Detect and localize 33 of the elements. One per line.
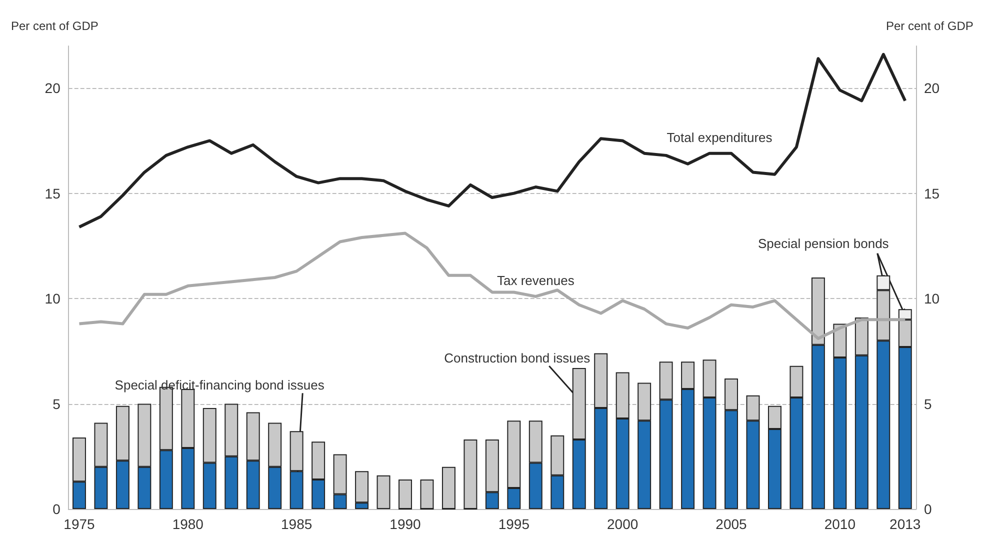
line-series <box>78 232 907 340</box>
bar <box>442 466 456 509</box>
x-tick-label: 2005 <box>716 516 748 532</box>
bar <box>376 475 390 509</box>
y-tick-label: 0 <box>52 501 61 517</box>
series-label: Construction bond issues <box>444 350 591 366</box>
x-tick-label: 1980 <box>172 516 204 532</box>
bar <box>420 480 434 509</box>
x-tick-label: 2010 <box>824 516 856 532</box>
x-tick-label: 1990 <box>390 516 422 532</box>
y-tick-label: 20 <box>44 80 61 96</box>
bar <box>464 440 478 509</box>
y2-tick-label: 20 <box>924 80 940 96</box>
bar <box>398 480 412 509</box>
x-tick-label: 1995 <box>498 516 530 532</box>
x-tick-label: 1985 <box>281 516 312 532</box>
text: Special deficit-financing bond issues <box>114 378 325 393</box>
x-tick-label: 1975 <box>64 516 96 532</box>
x-tick-label: 2000 <box>607 516 638 532</box>
y2-tick-label: 10 <box>924 290 940 307</box>
y-axis-title: Per cent of GDP <box>10 19 98 33</box>
y-tick-label: 10 <box>44 290 61 307</box>
x-tick-label: 2013 <box>890 516 921 532</box>
series-label: Special pension bonds <box>758 236 890 251</box>
line-series <box>78 52 907 228</box>
y-tick-label: 5 <box>52 396 61 412</box>
y2-tick-label: 15 <box>924 185 940 202</box>
y2-tick-label: 5 <box>924 396 932 412</box>
y-tick-label: 15 <box>44 185 61 202</box>
y2-tick-label: 0 <box>924 501 932 517</box>
series-label: Total expenditures <box>666 130 773 145</box>
series-label: Tax revenues <box>496 272 575 288</box>
y2-axis-title: Per cent of GDP <box>886 19 974 33</box>
